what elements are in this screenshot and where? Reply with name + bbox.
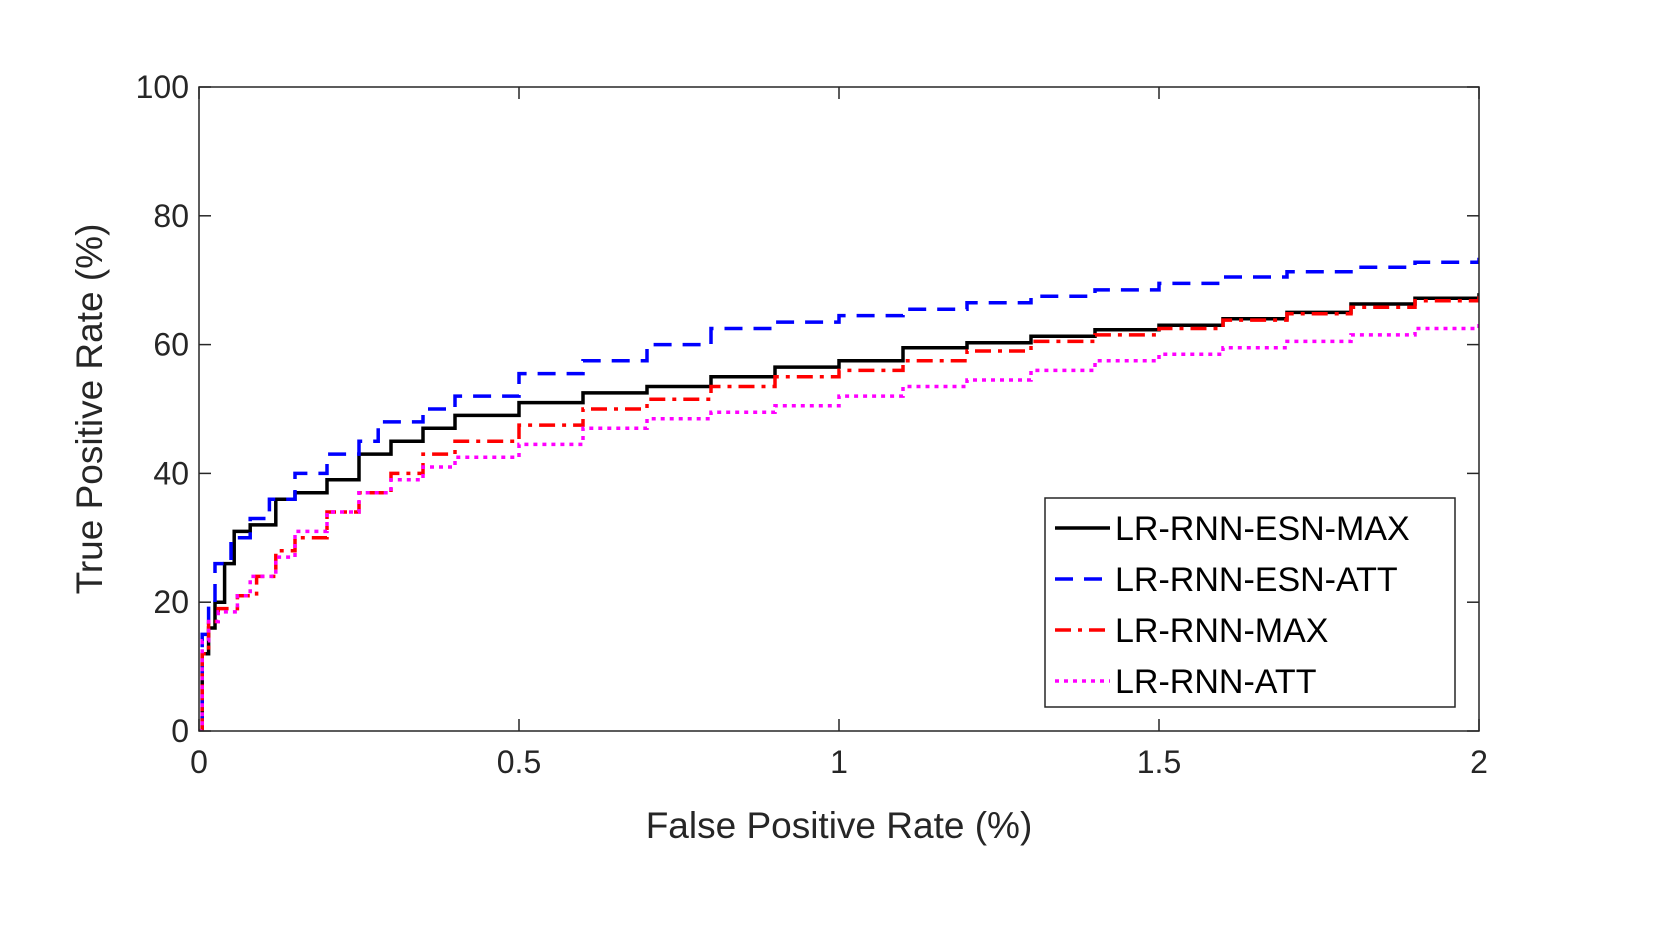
y-tick-label: 80 [153,198,189,234]
legend-label-3: LR-RNN-MAX [1115,612,1328,650]
x-tick-label: 0 [190,744,208,780]
x-tick-label: 0.5 [497,744,541,780]
legend: LR-RNN-ESN-MAX LR-RNN-ESN-ATT LR-RNN-MAX LR… [1044,497,1456,708]
legend-label-4: LR-RNN-ATT [1115,663,1316,701]
y-tick-label: 60 [153,327,189,363]
series-line-1 [199,293,1479,731]
x-tick-label: 1.5 [1137,744,1181,780]
legend-box [1044,497,1456,708]
y-axis-label: True Positive Rate (%) [69,224,110,595]
y-tick-label: 40 [153,455,189,491]
legend-label-1: LR-RNN-ESN-MAX [1115,510,1410,548]
series-layer [199,257,1479,731]
series-line-3 [199,296,1479,731]
x-tick-label: 2 [1470,744,1488,780]
y-tick-label: 100 [136,69,189,105]
series-line-2 [199,257,1479,731]
legend-label-2: LR-RNN-ESN-ATT [1115,561,1398,599]
x-tick-label: 1 [830,744,848,780]
y-tick-label: 20 [153,584,189,620]
series-line-4 [199,323,1479,731]
x-axis-label: False Positive Rate (%) [646,805,1033,846]
y-tick-label: 0 [171,713,189,749]
